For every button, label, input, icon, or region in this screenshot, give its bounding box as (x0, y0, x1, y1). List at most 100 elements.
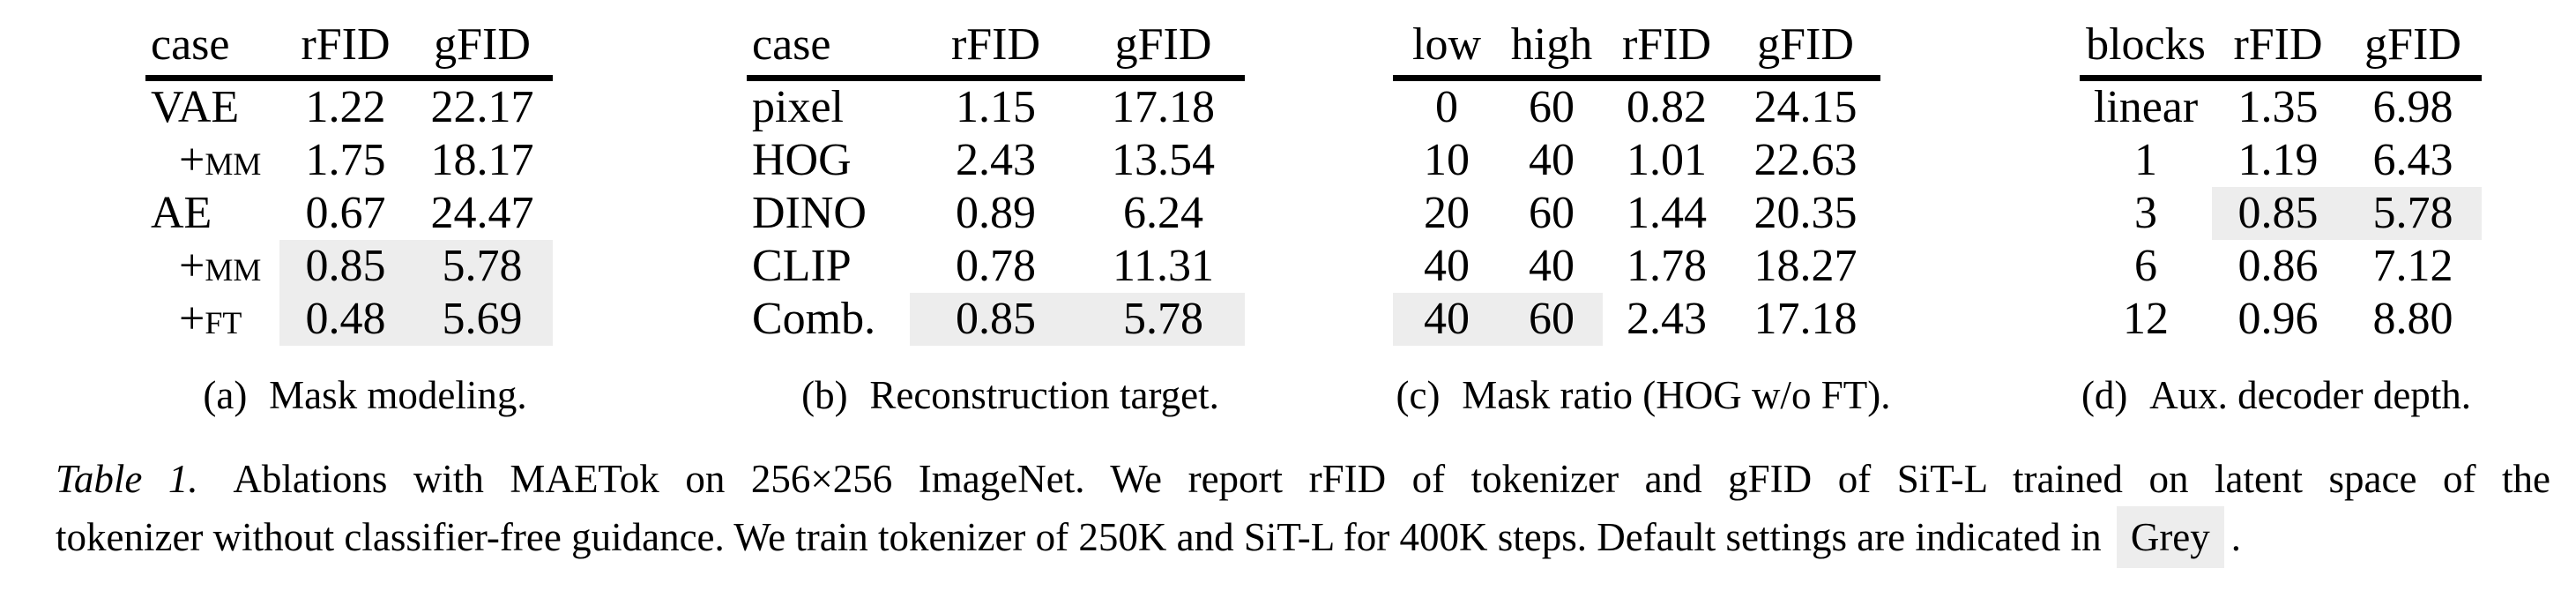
table-cell: 0.85 (910, 293, 1082, 346)
table-cell: 5.78 (2344, 187, 2482, 240)
table-cell: 40 (1424, 241, 1470, 291)
table-caption-line2: tokenizer without classifier-free guidan… (56, 506, 2550, 568)
table-cell: 40 (1529, 135, 1575, 185)
column-header-gfid: gFID (1757, 19, 1854, 70)
column-header-rfid: rFID (1621, 19, 1712, 70)
table-cell: 12 (2123, 294, 2169, 344)
table-cell: 0.48 (279, 293, 412, 346)
table-cell: 1 (2134, 135, 2157, 185)
table-cell: 0.78 (956, 241, 1036, 291)
table-row: linear 1.35 6.98 (2080, 78, 2482, 135)
table-cell: linear (2093, 82, 2199, 132)
subtable-c-caption: (c) Mask ratio (HOG w/o FT). (1396, 372, 1891, 418)
table-cell: 60 (1529, 82, 1575, 132)
table-row: 40 60 2.43 17.18 (1393, 293, 1880, 346)
table-cell: 6.24 (1123, 188, 1203, 238)
column-header-rfid: rFID (2233, 19, 2323, 70)
table-row: 6 0.86 7.12 (2080, 240, 2482, 293)
table-cell: 24.15 (1753, 82, 1858, 132)
table-cell: 1.22 (305, 82, 386, 132)
column-header-rfid: rFID (301, 19, 391, 70)
table-cell: HOG (752, 135, 852, 185)
subtable-c-caption-text: Mask ratio (HOG w/o FT). (1462, 373, 1891, 417)
table-cell: 20 (1424, 188, 1470, 238)
table-cell: 17.18 (1112, 82, 1215, 132)
table-cell: 1.01 (1627, 135, 1707, 185)
table-cell: 1.35 (2237, 82, 2319, 132)
table-cell: 13.54 (1112, 135, 1215, 185)
table-row: +FT 0.48 5.69 (145, 293, 553, 346)
table-cell: 18.27 (1753, 241, 1858, 291)
subtable-b-caption-text: Reconstruction target. (869, 373, 1219, 417)
table-cell: DINO (752, 188, 867, 238)
table-caption-text-line2: tokenizer without classifier-free guidan… (56, 515, 2102, 559)
table-cell: +FT (179, 294, 242, 344)
table-cell: pixel (752, 82, 844, 132)
table-cell: 60 (1500, 293, 1603, 346)
table-row: 1 1.19 6.43 (2080, 134, 2482, 187)
header-row: case rFID gFID (747, 22, 1245, 78)
table-cell: 11.31 (1112, 241, 1215, 291)
table-cell: 22.17 (430, 82, 534, 132)
table-cell: 1.15 (956, 82, 1036, 132)
subtable-b-caption: (b) Reconstruction target. (801, 372, 1219, 418)
subtable-a-caption-text: Mask modeling. (269, 373, 527, 417)
table-row: Comb. 0.85 5.78 (747, 293, 1245, 346)
table-row: AE 0.67 24.47 (145, 187, 553, 240)
subtable-a: case rFID gFID VAE 1.22 22.17 +MM 1.75 18.17 AE 0.… (145, 22, 553, 346)
subtable-d-caption-text: Aux. decoder depth. (2149, 373, 2472, 417)
column-header-high: high (1510, 19, 1593, 70)
table-cell: 6.98 (2372, 82, 2453, 132)
table-row: 0 60 0.82 24.15 (1393, 78, 1880, 135)
table-cell: 24.47 (430, 188, 534, 238)
subtable-b-caption-label: (b) (801, 373, 848, 417)
table-cell: 22.63 (1753, 135, 1858, 185)
column-header-gfid: gFID (434, 19, 531, 70)
table-row: VAE 1.22 22.17 (145, 78, 553, 135)
subtable-c-table: low high rFID gFID 0 60 0.82 24.15 10 40 1.01 22.63… (1393, 22, 1880, 346)
table-row: 40 40 1.78 18.27 (1393, 240, 1880, 293)
column-header-case: case (151, 19, 230, 70)
table-cell: 0.86 (2237, 241, 2319, 291)
table-row: CLIP 0.78 11.31 (747, 240, 1245, 293)
table-cell: 2.43 (956, 135, 1036, 185)
table-cell: VAE (151, 82, 240, 132)
header-row: blocks rFID gFID (2080, 22, 2482, 78)
table-cell: 1.44 (1627, 188, 1707, 238)
table-cell: 6.43 (2372, 135, 2453, 185)
subtable-a-caption: (a) Mask modeling. (203, 372, 526, 418)
table-cell: CLIP (752, 241, 852, 291)
table-cell: 60 (1529, 188, 1575, 238)
table-cell: 1.78 (1627, 241, 1707, 291)
table-row: 12 0.96 8.80 (2080, 293, 2482, 346)
table-cell: 3 (2134, 188, 2157, 238)
table-row: HOG 2.43 13.54 (747, 134, 1245, 187)
table-cell: AE (151, 188, 212, 238)
subtable-c: low high rFID gFID 0 60 0.82 24.15 10 40 1.01 22.63… (1393, 22, 1880, 346)
table-cell: 20.35 (1753, 188, 1858, 238)
table-cell: Comb. (752, 294, 876, 344)
table-cell: 18.17 (430, 135, 534, 185)
table-row: pixel 1.15 17.18 (747, 78, 1245, 135)
table-row: +MM 1.75 18.17 (145, 134, 553, 187)
header-row: low high rFID gFID (1393, 22, 1880, 78)
subtable-d: blocks rFID gFID linear 1.35 6.98 1 1.19 6.43 3 0.… (2080, 22, 2482, 346)
column-header-gfid: gFID (2364, 19, 2461, 70)
table-cell: +MM (179, 135, 262, 185)
table-cell: 2.43 (1627, 294, 1707, 344)
table-cell: 0.85 (279, 240, 412, 293)
table-caption-period: . (2230, 515, 2242, 559)
table-cell: 5.78 (1082, 293, 1245, 346)
column-header-low: low (1412, 19, 1481, 70)
table-cell: 10 (1424, 135, 1470, 185)
table-cell: 8.80 (2372, 294, 2453, 344)
table-row: 10 40 1.01 22.63 (1393, 134, 1880, 187)
subtable-a-table: case rFID gFID VAE 1.22 22.17 +MM 1.75 18.17 AE 0.… (145, 22, 553, 346)
table-caption-number: Table 1. (56, 457, 198, 501)
table-caption: Table 1. Ablations with MAETok on 256×25… (56, 450, 2550, 568)
table-cell: 1.19 (2237, 135, 2319, 185)
table-cell: 0 (1435, 82, 1458, 132)
table-row: DINO 0.89 6.24 (747, 187, 1245, 240)
subtable-d-table: blocks rFID gFID linear 1.35 6.98 1 1.19 6.43 3 0.… (2080, 22, 2482, 346)
